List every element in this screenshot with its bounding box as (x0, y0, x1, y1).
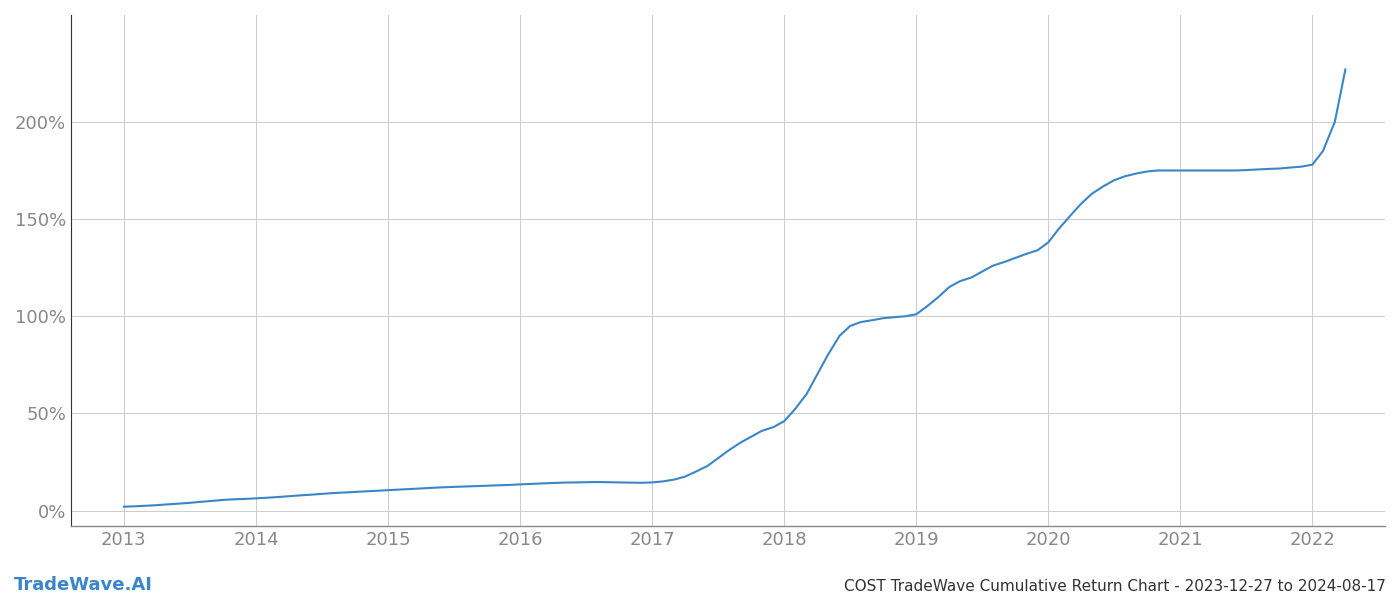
Text: COST TradeWave Cumulative Return Chart - 2023-12-27 to 2024-08-17: COST TradeWave Cumulative Return Chart -… (844, 579, 1386, 594)
Text: TradeWave.AI: TradeWave.AI (14, 576, 153, 594)
